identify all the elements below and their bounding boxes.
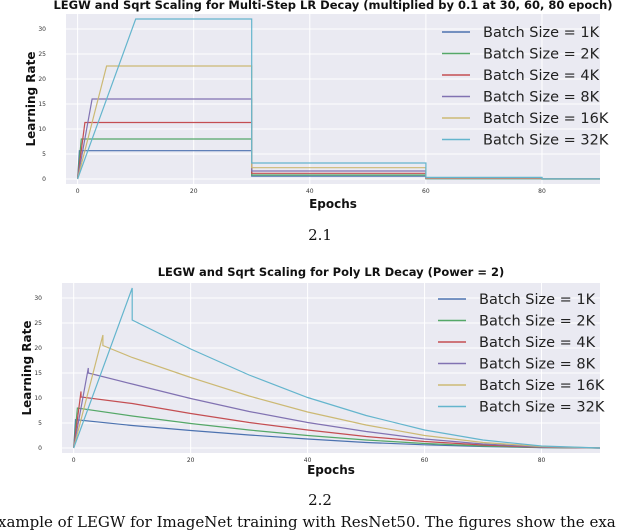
legend-label: Batch Size = 16K <box>479 378 605 394</box>
grid <box>66 14 600 184</box>
legend-label: Batch Size = 2K <box>479 314 596 330</box>
series-line-2 <box>73 407 601 449</box>
series-line-4 <box>73 367 601 449</box>
y-tick-labels: 0 5 10 15 20 25 30 <box>34 295 42 452</box>
legend-label: Batch Size = 16K <box>483 111 609 127</box>
legend-label: Batch Size = 1K <box>483 25 600 41</box>
x-tick-label: 80 <box>538 457 546 464</box>
chart-poly-lr: 0 20 40 60 80 0 5 10 15 20 25 30 LEGW and Sqrt Sca… <box>20 265 605 477</box>
y-tick-label: 25 <box>38 51 46 58</box>
x-axis-label: Epochs <box>309 197 357 211</box>
series-line-6 <box>77 18 600 180</box>
legend-label: Batch Size = 1K <box>479 292 596 308</box>
x-tick-label: 0 <box>72 457 76 464</box>
x-tick-label: 40 <box>304 457 312 464</box>
x-tick-labels: 0 20 40 60 80 <box>72 457 546 464</box>
y-tick-label: 10 <box>38 126 46 133</box>
x-tick-label: 0 <box>76 188 80 195</box>
y-tick-label: 20 <box>38 76 46 83</box>
y-tick-label: 5 <box>42 151 46 158</box>
x-axis-label: Epochs <box>307 463 355 477</box>
y-tick-label: 15 <box>38 101 46 108</box>
x-tick-label: 80 <box>538 188 546 195</box>
subfigure-label-2-2: 2.2 <box>308 491 332 509</box>
series-lines <box>77 18 600 180</box>
series-line-6 <box>73 287 601 449</box>
x-tick-label: 40 <box>306 188 314 195</box>
legend-label: Batch Size = 2K <box>483 47 600 63</box>
subfigure-label-2-1: 2.1 <box>308 226 332 244</box>
y-axis-label: Learning Rate <box>20 321 34 416</box>
legend-label: Batch Size = 8K <box>483 90 600 106</box>
plot-background <box>62 283 600 453</box>
y-tick-label: 5 <box>38 420 42 427</box>
y-tick-label: 0 <box>38 445 42 452</box>
x-tick-label: 60 <box>421 457 429 464</box>
legend-label: Batch Size = 8K <box>479 357 596 373</box>
x-tick-label: 20 <box>190 188 198 195</box>
grid <box>62 283 600 453</box>
y-tick-label: 0 <box>42 176 46 183</box>
y-tick-label: 20 <box>34 345 42 352</box>
chart-title: LEGW and Sqrt Scaling for Multi-Step LR … <box>53 0 612 12</box>
y-tick-label: 30 <box>38 26 46 33</box>
series-line-5 <box>73 334 601 449</box>
chart-title: LEGW and Sqrt Scaling for Poly LR Decay … <box>158 265 505 279</box>
chart-multistep-lr: 0 20 40 60 80 0 5 10 15 20 25 30 LEGW and Sqrt Sca… <box>24 0 613 211</box>
legend: Batch Size = 1K Batch Size = 2K Batch Size… <box>442 25 609 149</box>
x-tick-label: 60 <box>422 188 430 195</box>
series-line-3 <box>73 391 601 449</box>
y-tick-label: 15 <box>34 370 42 377</box>
y-tick-label: 10 <box>34 395 42 402</box>
series-lines <box>73 287 601 449</box>
figure-caption: xample of LEGW for ImageNet training wit… <box>0 513 616 531</box>
legend-label: Batch Size = 4K <box>483 68 600 84</box>
legend-label: Batch Size = 4K <box>479 335 596 351</box>
y-tick-label: 25 <box>34 320 42 327</box>
y-tick-labels: 0 5 10 15 20 25 30 <box>38 26 46 183</box>
y-axis-label: Learning Rate <box>24 52 38 147</box>
legend-label: Batch Size = 32K <box>483 133 609 149</box>
x-tick-labels: 0 20 40 60 80 <box>76 188 546 195</box>
x-tick-label: 20 <box>187 457 195 464</box>
y-tick-label: 30 <box>34 295 42 302</box>
legend-label: Batch Size = 32K <box>479 400 605 416</box>
legend: Batch Size = 1K Batch Size = 2K Batch Size… <box>438 292 605 416</box>
